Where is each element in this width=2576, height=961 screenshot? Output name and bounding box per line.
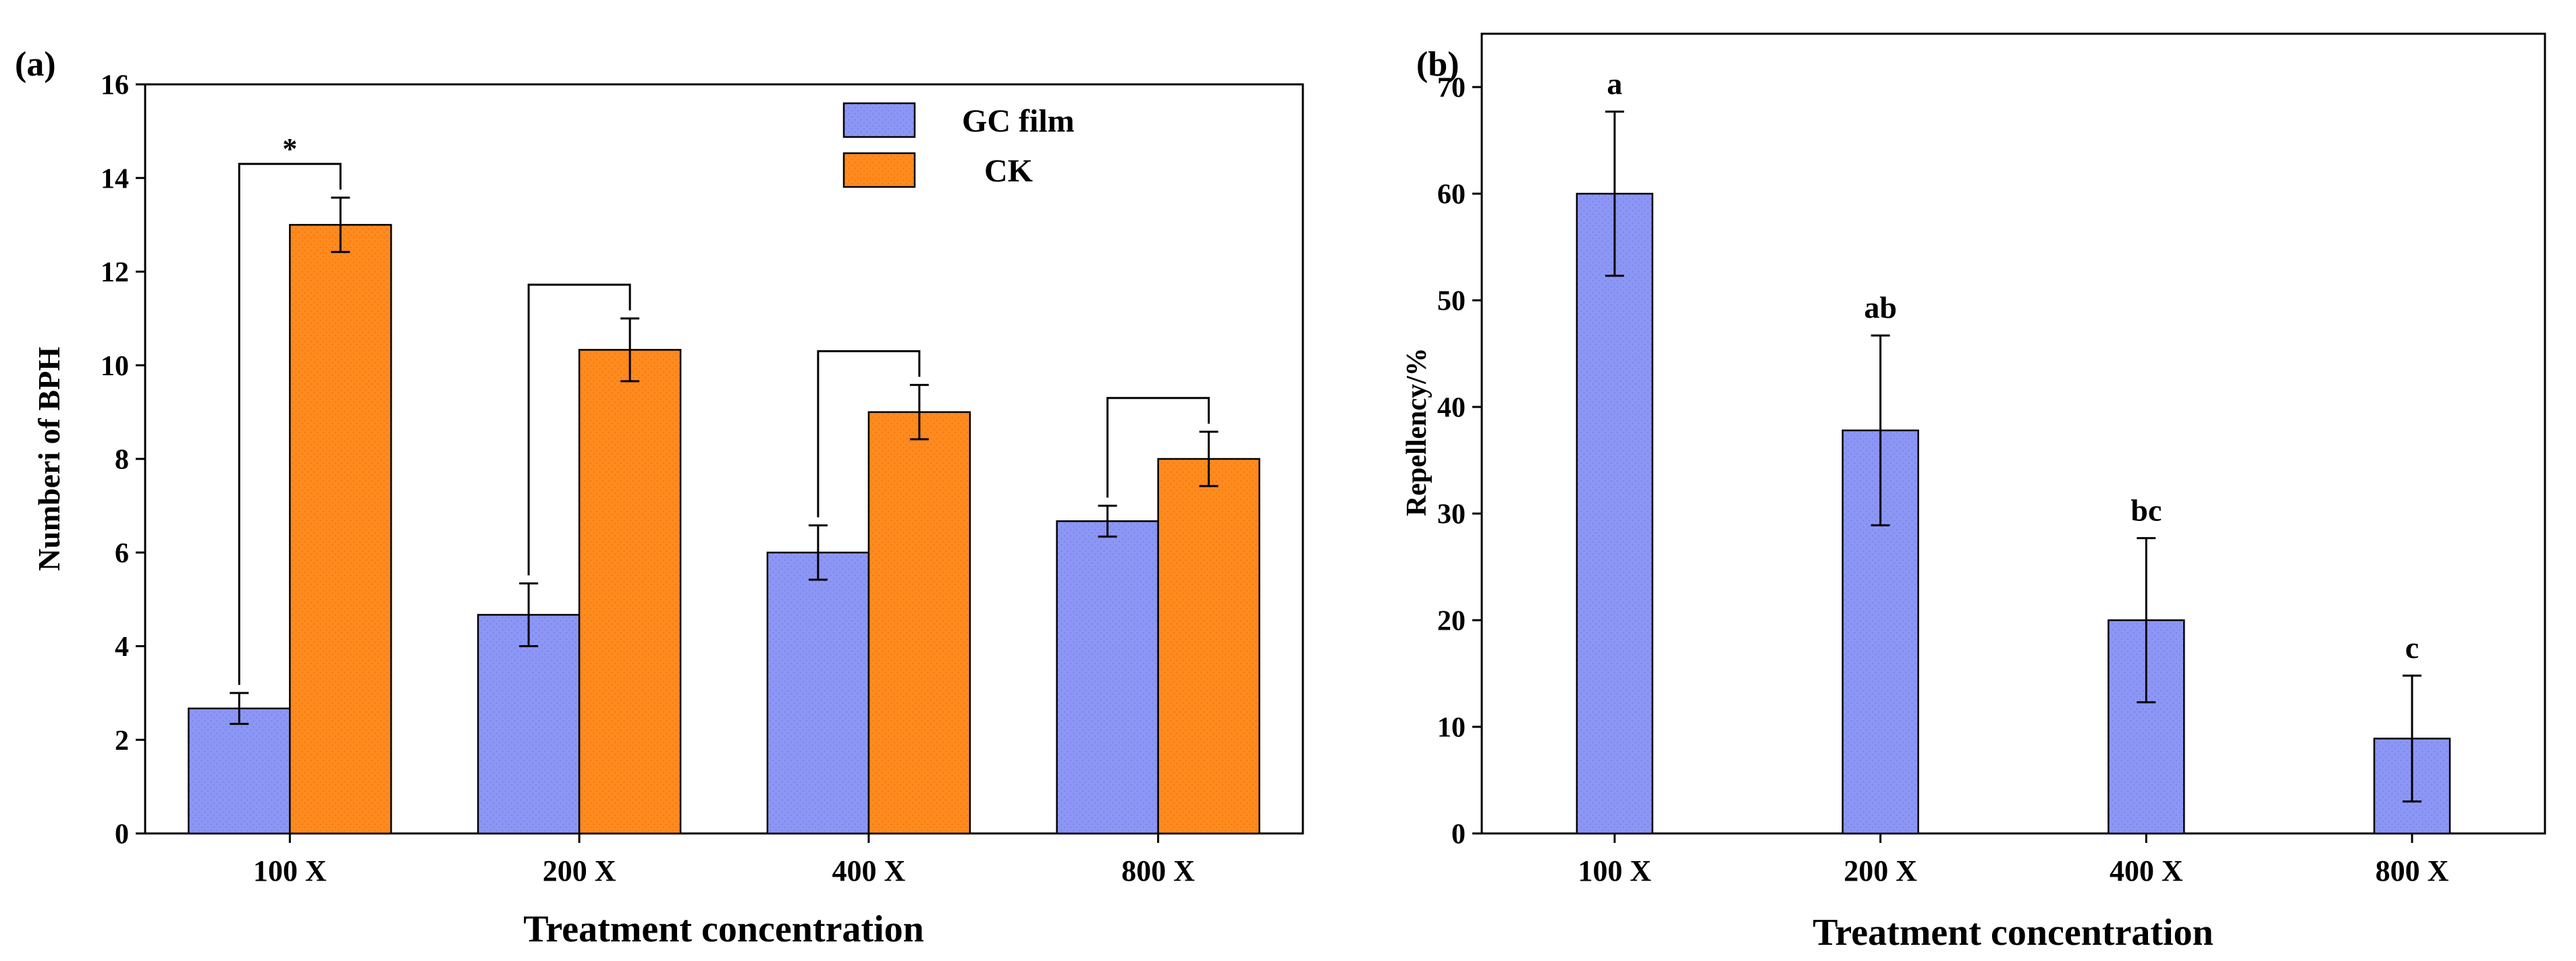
bar-ck-800-x: [1157, 458, 1260, 835]
panel-b-bars: [1576, 192, 2451, 835]
significance-bracket-800-x: [1106, 397, 1210, 498]
panel-b-y-tick-label-50: 50: [1437, 286, 1466, 317]
legend-label-gc-film: GC film: [962, 103, 1075, 139]
panel-b-y-tick-label-70: 70: [1437, 73, 1466, 104]
panel-b-x-ticks: 100 X 200 X 400 X 800 X: [1578, 833, 2449, 887]
panel-b-plot-frame: [1480, 32, 2546, 835]
panel-a-y-tick-label-6: 6: [115, 538, 129, 569]
panel-b-x-tick-label-400-x: 400 X: [2110, 854, 2183, 887]
bar-gc-film-800-x: [1056, 520, 1159, 835]
panel-a-x-axis-title: Treatment concentration: [523, 908, 924, 950]
panel-a-x-tick-label-100-x: 100 X: [253, 854, 327, 887]
panel-a-label: (a): [15, 45, 56, 84]
panel-b-y-axis-title: Repellency/%: [1401, 348, 1432, 516]
panel-a-legend: GC film CK: [842, 102, 1075, 189]
bar-letter-100-x: a: [1607, 66, 1622, 101]
panel-a-y-tick-label-14: 14: [101, 163, 129, 194]
panel-b-y-tick-label-60: 60: [1437, 180, 1466, 211]
panel-a-y-tick-label-4: 4: [115, 632, 129, 663]
panel-a-y-tick-label-16: 16: [101, 70, 129, 101]
significance-label-100-x: *: [282, 132, 297, 165]
panel-b-bar-letters: a ab bc c: [1607, 66, 2419, 665]
significance-bracket-200-x: [527, 283, 631, 576]
bar-ck-200-x: [578, 349, 682, 835]
panel-b-y-tick-label-20: 20: [1437, 606, 1466, 637]
bar-gc-film-400-x: [766, 551, 870, 835]
panel-b-y-tick-label-10: 10: [1437, 713, 1466, 744]
bar-letter-800-x: c: [2405, 630, 2419, 665]
panel-a-y-axis-title: Numberi of BPH: [32, 347, 66, 571]
bar-ck-100-x: [289, 223, 392, 835]
panel-a-x-tick-label-200-x: 200 X: [543, 854, 616, 887]
bar-letter-400-x: bc: [2130, 493, 2162, 527]
legend-swatch-ck: [842, 152, 916, 188]
panel-a-error-bars: [230, 196, 1218, 725]
panel-a-x-tick-label-800-x: 800 X: [1121, 854, 1195, 887]
panel-a-x-ticks: 100 X 200 X 400 X 800 X: [253, 833, 1195, 887]
panel-b-label: (b): [1416, 45, 1459, 84]
panel-b-y-tick-label-40: 40: [1437, 393, 1466, 424]
panel-b-x-tick-label-800-x: 800 X: [2376, 854, 2449, 887]
panel-b-y-tick-label-30: 30: [1437, 499, 1466, 530]
panel-a-chart: (a) 0 2 4 6 8 10 12 14 16 * 100 X 200 X 400 X 800 X…: [15, 45, 1304, 950]
panel-a-x-tick-label-400-x: 400 X: [832, 854, 905, 887]
panel-a-y-tick-label-10: 10: [101, 351, 129, 382]
bar-letter-200-x: ab: [1864, 290, 1897, 325]
panel-a-y-tick-label-2: 2: [115, 725, 129, 757]
panel-b-x-axis-title: Treatment concentration: [1813, 912, 2213, 954]
panel-b-x-tick-label-100-x: 100 X: [1578, 854, 1651, 887]
bar-gc-film-200-x: [477, 613, 581, 835]
panel-a-y-ticks: 0 2 4 6 8 10 12 14 16: [101, 70, 145, 850]
significance-bracket-400-x: [817, 350, 921, 518]
panel-a-significance-brackets: *: [238, 132, 1210, 685]
panel-b-chart: (b) 0 10 20 30 40 50 60 70 a ab bc c 100 X 200 X 400…: [1401, 32, 2546, 954]
panel-b-y-tick-label-0: 0: [1451, 819, 1466, 850]
panel-a-bars: [188, 223, 1260, 835]
legend-label-ck: CK: [984, 153, 1033, 189]
bar-ck-400-x: [867, 411, 971, 835]
significance-bracket-100-x: [238, 163, 342, 685]
panel-a-y-tick-label-12: 12: [101, 257, 129, 288]
legend-swatch-gc-film: [842, 102, 916, 138]
bar-gc-film-100-x: [188, 707, 291, 835]
panel-b-y-ticks: 0 10 20 30 40 50 60 70: [1437, 73, 1482, 850]
panel-b-x-tick-label-200-x: 200 X: [1844, 854, 1917, 887]
bar-repellency-100-x: [1576, 192, 1654, 835]
panel-b-error-bars: [1605, 110, 2422, 803]
panel-a-y-tick-label-0: 0: [115, 819, 129, 850]
panel-a-y-tick-label-8: 8: [115, 445, 129, 476]
